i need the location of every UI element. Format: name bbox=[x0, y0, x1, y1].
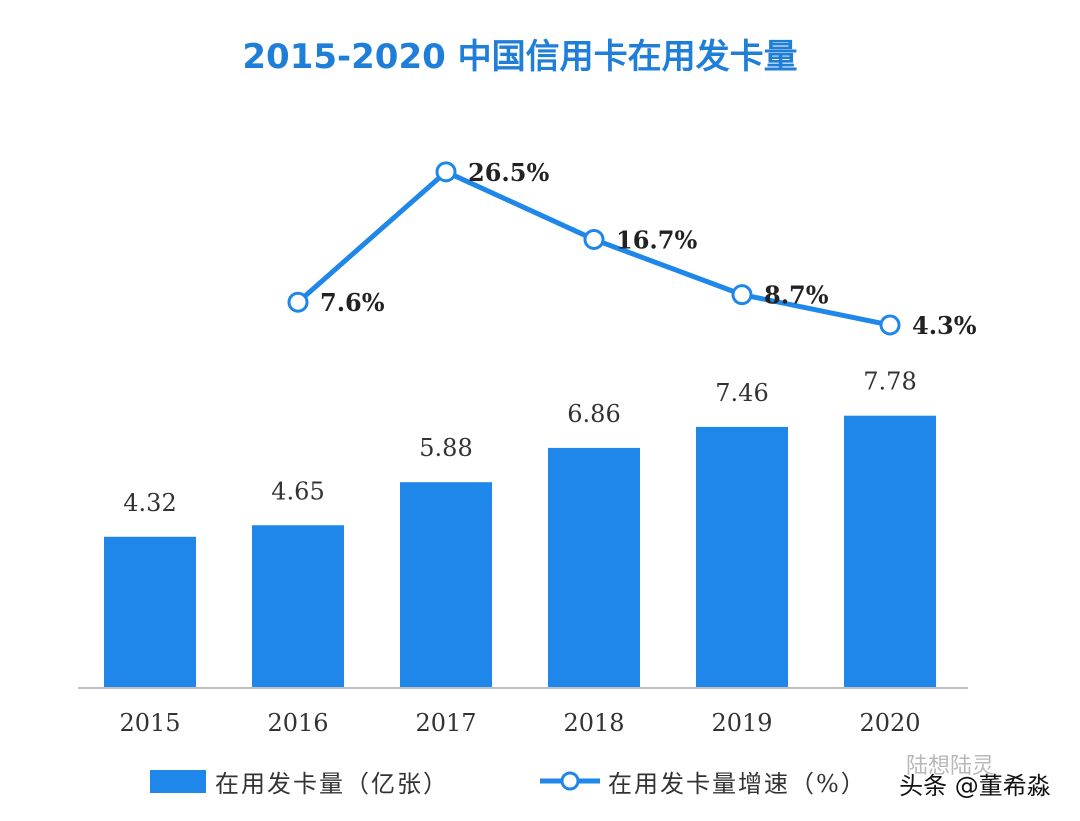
legend: 在用发卡量（亿张） 在用发卡量增速（%） bbox=[150, 770, 867, 798]
bar-label-2019: 7.46 bbox=[715, 379, 768, 407]
growth-points bbox=[287, 161, 901, 336]
growth-value-labels: 7.6% 26.5% 16.7% 8.7% 4.3% bbox=[320, 158, 977, 340]
watermark-faint: 陆想陆灵 bbox=[906, 754, 994, 779]
bar-2017 bbox=[400, 482, 492, 688]
watermark-main: 头条 @董希淼 bbox=[899, 772, 1051, 800]
growth-point-2020 bbox=[879, 314, 901, 336]
bar-2016 bbox=[252, 525, 344, 688]
bar-value-labels: 4.32 4.65 5.88 6.86 7.46 7.78 bbox=[123, 368, 916, 517]
bar-label-2018: 6.86 bbox=[567, 400, 620, 428]
growth-point-2017 bbox=[435, 161, 457, 183]
chart-title: 2015-2020 中国信用卡在用发卡量 bbox=[242, 37, 797, 77]
bar-2019 bbox=[696, 426, 788, 688]
growth-point-2016 bbox=[287, 291, 309, 313]
growth-label-2020: 4.3% bbox=[912, 311, 977, 340]
legend-bar-swatch bbox=[150, 770, 206, 793]
bar-label-2017: 5.88 bbox=[419, 434, 472, 462]
bar-label-2016: 4.65 bbox=[271, 477, 324, 505]
growth-label-2016: 7.6% bbox=[320, 288, 385, 317]
legend-line-marker bbox=[560, 771, 580, 791]
legend-line-label: 在用发卡量增速（%） bbox=[608, 770, 867, 798]
bar-series bbox=[104, 415, 936, 688]
category-labels: 2015 2016 2017 2018 2019 2020 bbox=[119, 709, 920, 737]
bar-2018 bbox=[548, 447, 640, 688]
category-label-2020: 2020 bbox=[859, 709, 920, 737]
growth-point-2019 bbox=[731, 284, 753, 306]
bar-label-2015: 4.32 bbox=[123, 489, 176, 517]
bar-2020 bbox=[844, 415, 936, 688]
category-label-2016: 2016 bbox=[267, 709, 328, 737]
category-label-2018: 2018 bbox=[563, 709, 624, 737]
growth-label-2017: 26.5% bbox=[468, 158, 549, 187]
category-label-2019: 2019 bbox=[711, 709, 772, 737]
growth-label-2018: 16.7% bbox=[616, 225, 697, 254]
growth-point-2018 bbox=[583, 228, 605, 250]
growth-label-2019: 8.7% bbox=[764, 281, 829, 310]
bar-2015 bbox=[104, 536, 196, 688]
bar-label-2020: 7.78 bbox=[863, 368, 916, 396]
category-label-2017: 2017 bbox=[415, 709, 476, 737]
category-label-2015: 2015 bbox=[119, 709, 180, 737]
legend-bar-label: 在用发卡量（亿张） bbox=[215, 770, 449, 798]
